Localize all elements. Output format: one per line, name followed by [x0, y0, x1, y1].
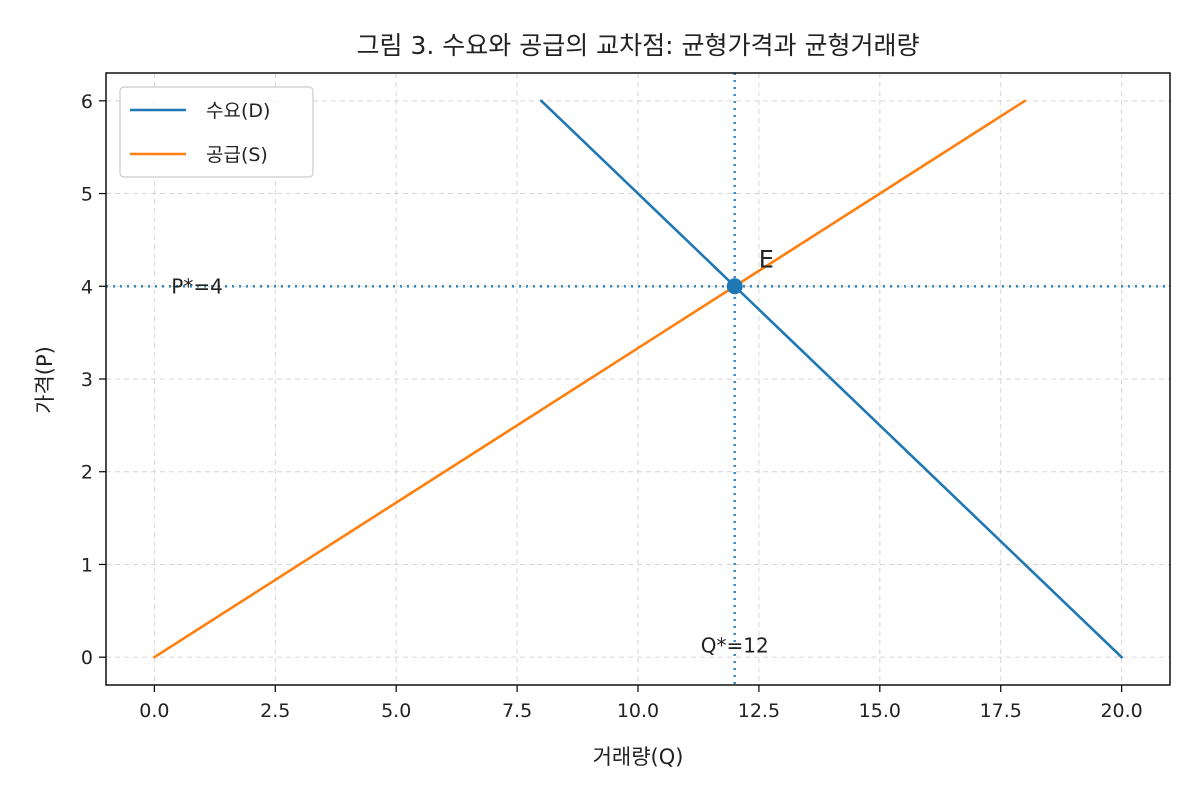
legend-label-demand: 수요(D)	[206, 100, 270, 122]
y-axis-title: 가격(P)	[33, 346, 57, 414]
legend-label-supply: 공급(S)	[206, 144, 268, 166]
x-tick-label: 15.0	[859, 700, 901, 722]
equilibrium-group: E	[726, 245, 774, 295]
equilibrium-point	[726, 278, 743, 295]
x-tick-label: 17.5	[980, 700, 1022, 722]
legend: 수요(D) 공급(S)	[119, 86, 314, 178]
equilibrium-price-label: P*=4	[171, 274, 223, 298]
y-tick-label: 3	[81, 369, 93, 391]
x-axis-title: 거래량(Q)	[593, 745, 684, 769]
chart-title: 그림 3. 수요와 공급의 교차점: 균형가격과 균형거래량	[357, 31, 920, 60]
y-tick-label: 6	[81, 91, 93, 113]
x-tick-label: 5.0	[381, 700, 411, 722]
supply-line	[153, 99, 1027, 659]
series-group	[153, 99, 1123, 659]
y-tick-label: 5	[81, 184, 93, 206]
equilibrium-quantity-label: Q*=12	[701, 634, 769, 658]
demand-line	[539, 99, 1123, 659]
x-tick-label: 12.5	[738, 700, 780, 722]
y-axis-ticks: 0 1 2 3 4 5 6	[81, 91, 106, 669]
x-tick-label: 2.5	[260, 700, 290, 722]
x-tick-label: 20.0	[1100, 700, 1142, 722]
x-axis-ticks: 0.0 2.5 5.0 7.5 10.0 12.5 15.0 17.5 20.0	[139, 685, 1143, 722]
y-tick-label: 1	[81, 554, 93, 576]
equilibrium-label: E	[759, 245, 774, 273]
x-tick-label: 10.0	[617, 700, 659, 722]
reference-lines: P*=4 Q*=12	[106, 73, 1170, 685]
y-tick-label: 2	[81, 462, 93, 484]
y-tick-label: 4	[81, 276, 93, 298]
x-tick-label: 0.0	[139, 700, 169, 722]
x-tick-label: 7.5	[502, 700, 532, 722]
y-tick-label: 0	[81, 647, 93, 669]
